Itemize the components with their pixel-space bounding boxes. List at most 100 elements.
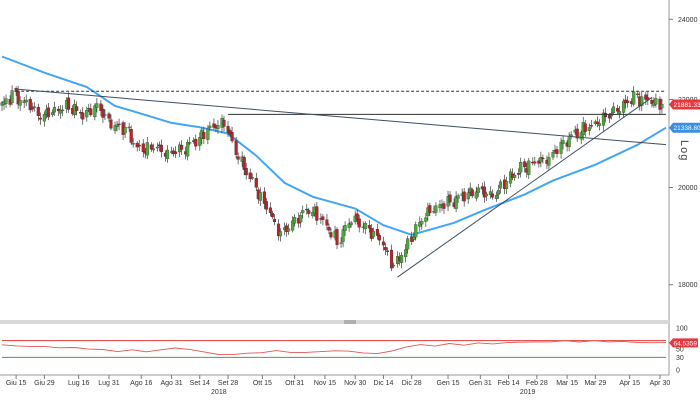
- candle-body-up: [18, 100, 22, 106]
- candle-body-down: [626, 100, 630, 103]
- candle-body-down: [30, 107, 34, 110]
- candle: [272, 214, 277, 226]
- candle: [412, 232, 416, 242]
- descending-trendline[interactable]: [16, 88, 667, 146]
- candle-body-up: [579, 132, 583, 140]
- candle: [474, 186, 478, 202]
- candle: [385, 247, 390, 256]
- candle: [28, 96, 32, 113]
- candle: [375, 223, 379, 240]
- candle: [406, 235, 410, 254]
- rsi-tick-label: 30: [676, 355, 684, 362]
- candle: [611, 102, 616, 115]
- candle: [307, 207, 311, 218]
- candle: [325, 214, 329, 231]
- moving-average-line: [1, 55, 667, 236]
- candle-body-down: [367, 225, 371, 229]
- candle-body-up: [434, 205, 438, 213]
- candle-body-up: [640, 96, 644, 106]
- candle: [519, 157, 523, 178]
- candle-body-up: [498, 181, 503, 189]
- candle: [494, 191, 499, 202]
- candle-body-down: [117, 123, 121, 126]
- candle: [42, 111, 46, 127]
- candle: [248, 168, 252, 183]
- panel-separator[interactable]: [0, 320, 669, 324]
- candle: [137, 139, 141, 152]
- moving-average-tag-text: 21338.8008: [674, 125, 700, 132]
- candle-body-up: [93, 105, 97, 118]
- candle: [498, 179, 503, 194]
- candle: [60, 105, 65, 117]
- candle: [212, 118, 216, 130]
- candle-body-up: [660, 104, 664, 109]
- candle: [258, 187, 262, 206]
- candle-body-down: [616, 108, 620, 112]
- candle-body-down: [442, 203, 446, 209]
- time-tick-label: Dic 14: [374, 380, 394, 387]
- candle: [636, 91, 640, 99]
- candle-body-up: [456, 195, 460, 199]
- candle: [236, 152, 240, 165]
- candle-body-down: [589, 125, 593, 127]
- candle-body-down: [28, 98, 32, 111]
- candle-body-up: [569, 134, 573, 137]
- time-tick-label: Giu 15: [6, 380, 27, 387]
- candle: [339, 237, 343, 248]
- candle: [174, 146, 178, 158]
- candle-body-up: [466, 192, 470, 200]
- candle-body-down: [46, 107, 50, 118]
- candle: [456, 193, 460, 203]
- candle: [424, 212, 428, 227]
- candle: [349, 220, 353, 228]
- candle: [321, 214, 325, 226]
- candle: [278, 228, 283, 242]
- candle: [523, 158, 527, 173]
- candle: [527, 157, 531, 179]
- candle-body-down: [583, 123, 587, 132]
- candle: [404, 244, 408, 263]
- candle: [129, 125, 133, 145]
- candle: [650, 97, 654, 108]
- candle-body-up: [494, 194, 499, 199]
- candle-body-up: [198, 137, 202, 146]
- candle-body-up: [32, 106, 36, 108]
- candle-body-up: [293, 217, 297, 224]
- candle-body-up: [587, 127, 591, 132]
- candle: [151, 143, 155, 153]
- candle: [513, 172, 517, 181]
- candle: [470, 187, 474, 199]
- candle-body-down: [137, 144, 141, 147]
- candle: [206, 125, 210, 145]
- candle-body-up: [513, 174, 517, 178]
- time-tick-label: Lug 31: [98, 380, 120, 387]
- candle: [299, 212, 303, 228]
- rsi-value-text: 64.5359: [674, 340, 698, 347]
- candle: [355, 209, 359, 225]
- candle-body-down: [242, 157, 246, 170]
- log-scale-label: Log: [678, 140, 690, 161]
- candle-body-up: [406, 238, 410, 250]
- candle: [186, 139, 190, 161]
- candle-body-down: [270, 212, 274, 218]
- candle-body-down: [375, 228, 379, 236]
- candle-body-up: [404, 249, 408, 258]
- candle: [371, 227, 375, 240]
- candle: [357, 214, 361, 233]
- time-tick-label: Feb 28: [526, 380, 548, 387]
- candle-body-down: [212, 123, 216, 128]
- candle-body-up: [188, 142, 192, 144]
- candle: [327, 223, 331, 235]
- panel-resize-handle[interactable]: [344, 320, 356, 324]
- candle-body-up: [291, 220, 295, 231]
- candle: [58, 105, 63, 119]
- candle-body-down: [389, 249, 394, 269]
- candle: [555, 145, 559, 158]
- time-tick-label: Ago 31: [160, 380, 182, 387]
- candle: [547, 152, 551, 170]
- ascending-trendline[interactable]: [397, 97, 653, 278]
- candle: [50, 109, 55, 118]
- candle-body-down: [335, 229, 339, 246]
- time-tick-label: Giu 29: [34, 380, 55, 387]
